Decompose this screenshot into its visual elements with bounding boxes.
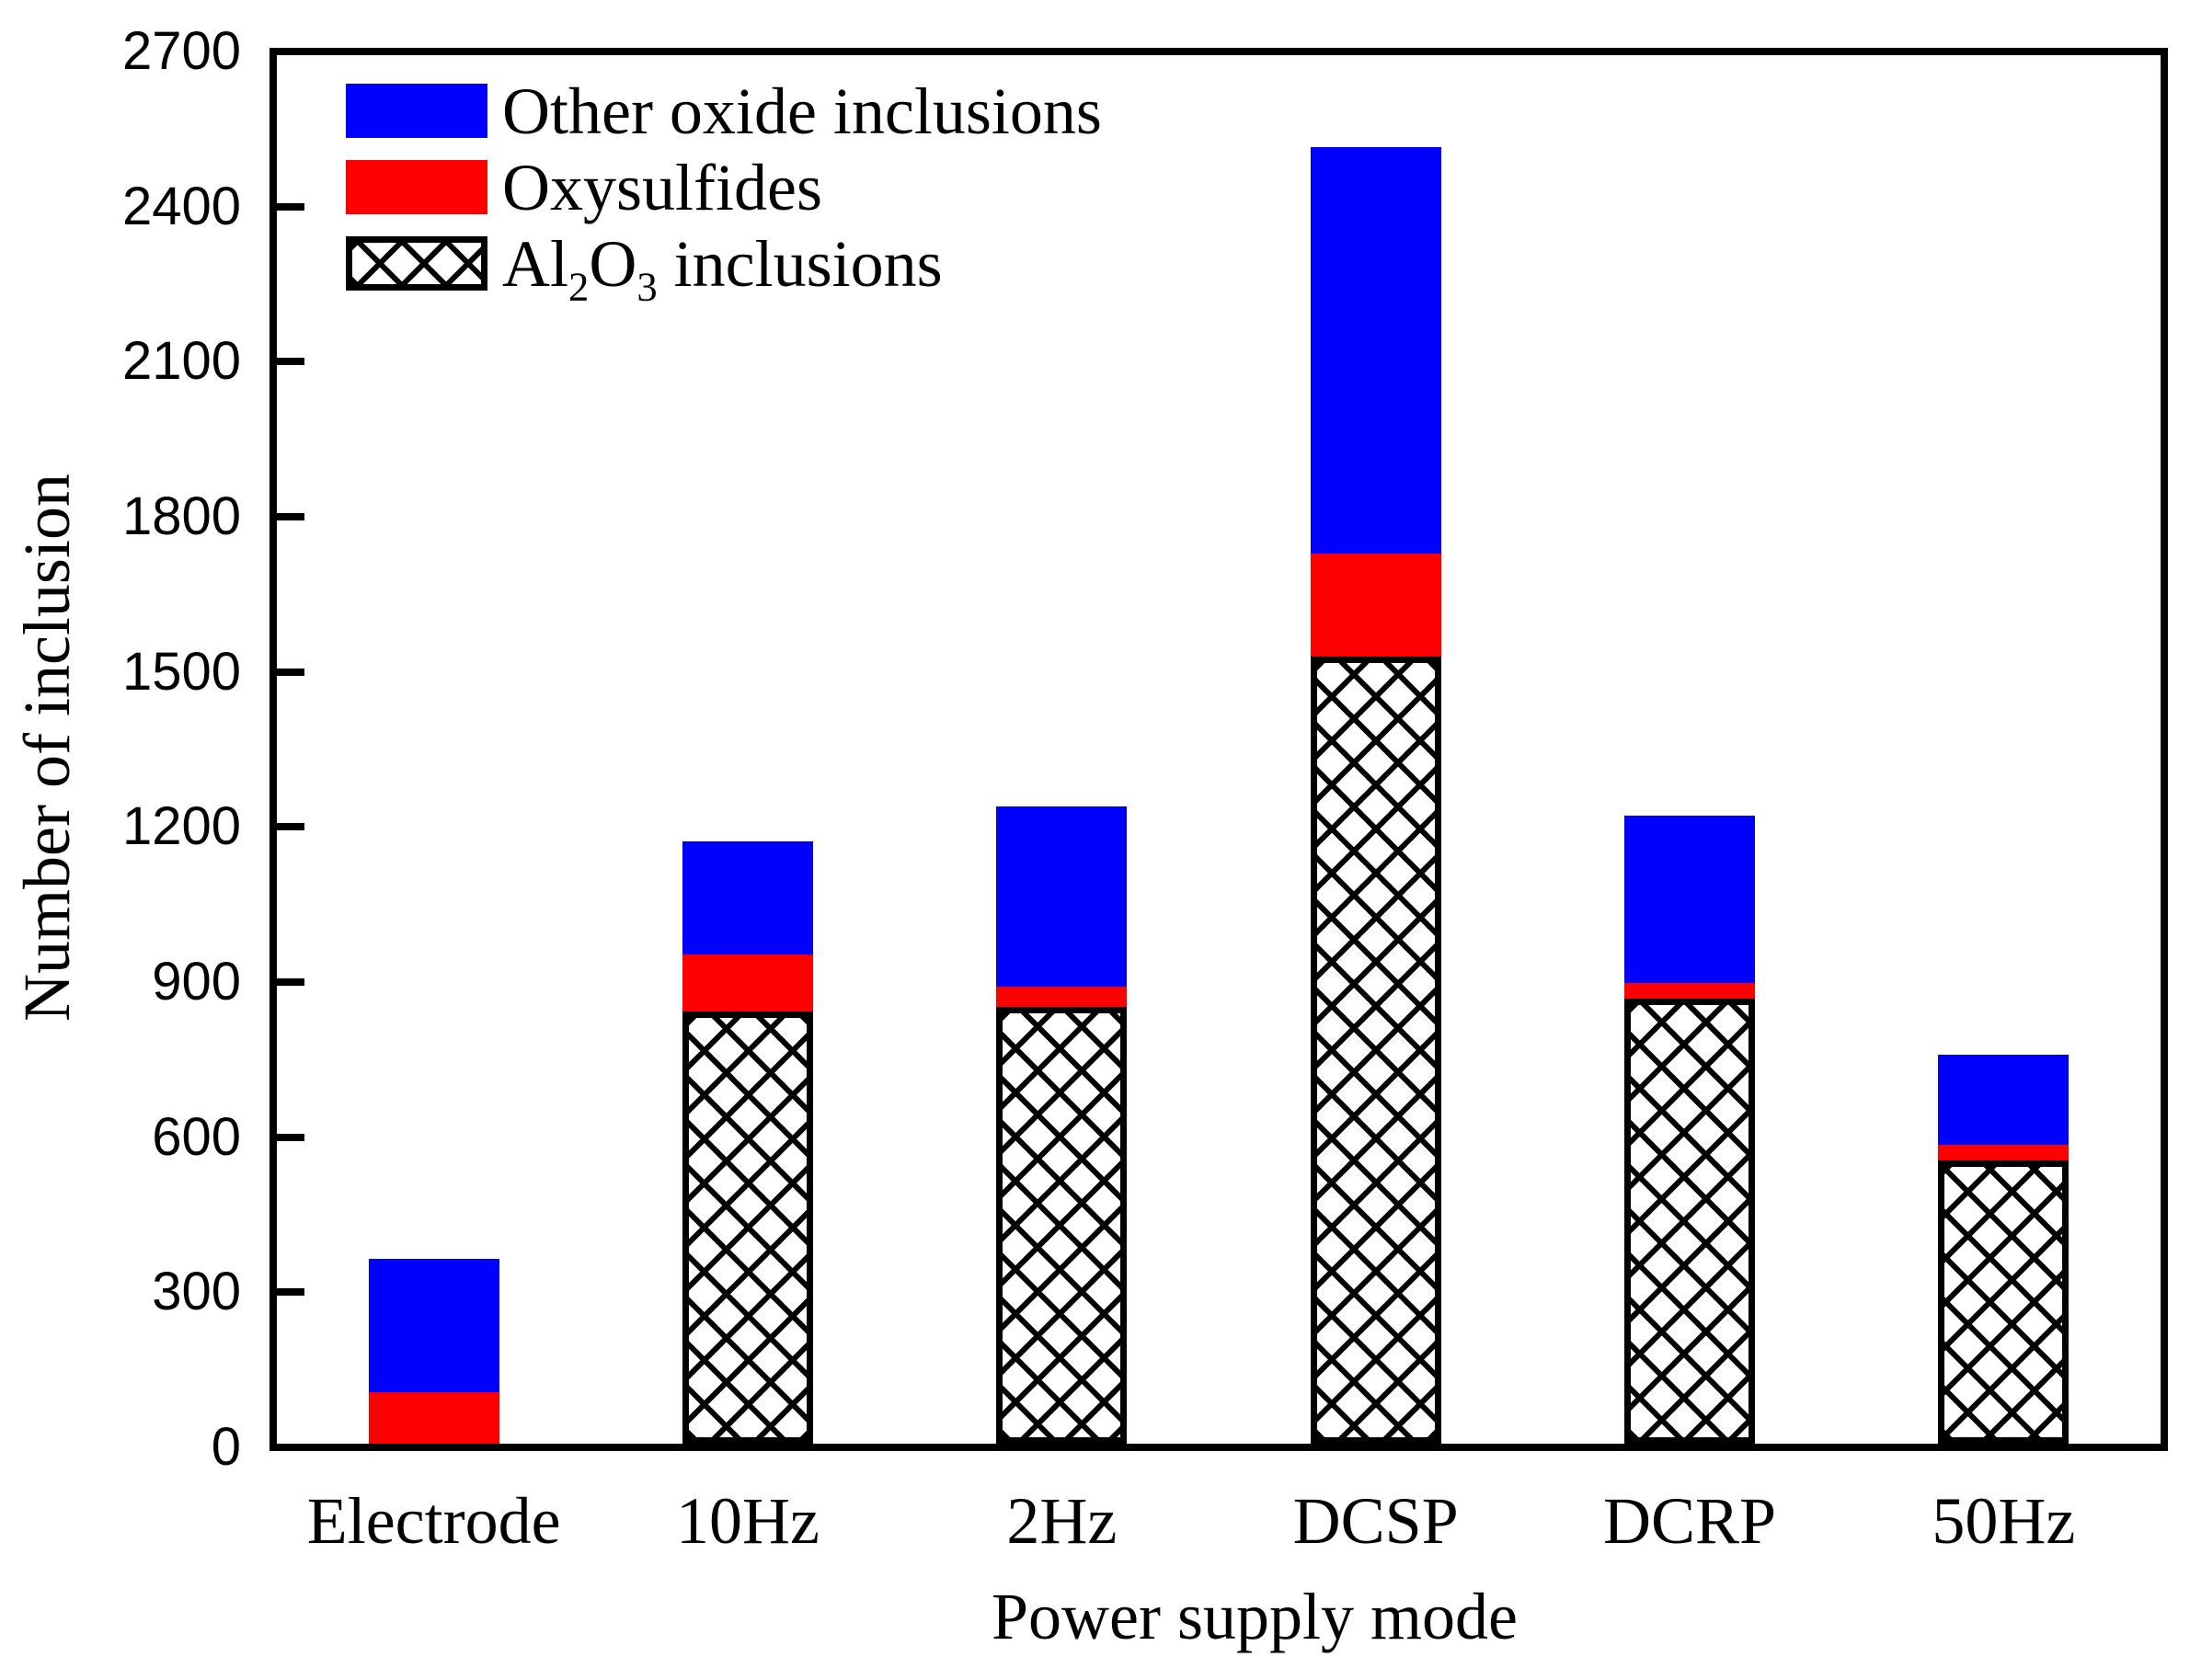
- plot-area: [269, 48, 2168, 1451]
- y-tick: [277, 1288, 304, 1297]
- x-axis-title: Power supply mode: [992, 1580, 1518, 1653]
- legend-label-text: O: [589, 226, 637, 301]
- y-tick-label: 600: [152, 1106, 241, 1167]
- x-category-label-10hz: 10Hz: [676, 1484, 820, 1558]
- y-tick-label: 0: [211, 1417, 241, 1477]
- x-category-label-50hz: 50Hz: [1932, 1484, 2076, 1558]
- bar-segment-oxysulfides: [996, 987, 1127, 1007]
- legend-swatch-al2o3-inclusions-icon: [346, 236, 487, 291]
- x-category-label-electrode: Electrode: [306, 1484, 561, 1558]
- legend-label-al2o3-inclusions: Al2O3 inclusions: [502, 226, 943, 307]
- legend-label-other-oxide-inclusions: Other oxide inclusions: [502, 76, 1102, 146]
- bar-segment-al2o3-inclusions: [996, 1007, 1127, 1444]
- legend-label-text: Oxysulfides: [502, 150, 822, 224]
- legend-swatch-oxysulfides-icon: [346, 160, 487, 214]
- bar-segment-al2o3-inclusions: [682, 1011, 813, 1444]
- y-tick: [277, 513, 304, 520]
- y-tick: [277, 668, 304, 676]
- y-axis-title: Number of inclusion: [10, 474, 84, 1022]
- legend-label-subscript: 3: [636, 262, 658, 309]
- y-tick-label: 2700: [121, 21, 241, 81]
- bar-segment-al2o3-inclusions: [1311, 657, 1441, 1444]
- y-tick-label: 2400: [121, 176, 241, 236]
- y-tick: [277, 823, 304, 831]
- bar-segment-al2o3-inclusions: [1624, 999, 1755, 1444]
- y-tick-label: 1500: [121, 641, 241, 702]
- legend-label-text: Al: [502, 226, 568, 301]
- legend-label-subscript: 2: [568, 262, 590, 309]
- y-tick-label: 300: [152, 1262, 241, 1322]
- bar-segment-other-oxide-inclusions: [682, 841, 813, 954]
- bar-segment-other-oxide-inclusions: [1311, 147, 1441, 554]
- bar-segment-al2o3-inclusions: [1938, 1160, 2069, 1444]
- y-tick: [277, 358, 304, 366]
- y-tick-label: 1200: [121, 796, 241, 857]
- y-tick-label: 1800: [121, 486, 241, 546]
- y-tick: [277, 1133, 304, 1141]
- bar-segment-other-oxide-inclusions: [1938, 1055, 2069, 1145]
- bar-segment-oxysulfides: [682, 954, 813, 1011]
- bar-segment-oxysulfides: [1938, 1145, 2069, 1160]
- bar-segment-other-oxide-inclusions: [369, 1259, 499, 1392]
- x-category-label-2hz: 2Hz: [1006, 1484, 1118, 1558]
- y-tick-label: 900: [152, 952, 241, 1011]
- legend-label-text: inclusions: [657, 226, 943, 301]
- x-category-label-dcsp: DCSP: [1292, 1484, 1459, 1558]
- bar-segment-oxysulfides: [1624, 983, 1755, 999]
- bar-segment-other-oxide-inclusions: [1624, 816, 1755, 983]
- y-tick: [277, 202, 304, 211]
- legend-label-oxysulfides: Oxysulfides: [502, 153, 822, 223]
- bar-segment-other-oxide-inclusions: [996, 806, 1127, 987]
- legend-swatch-other-oxide-inclusions-icon: [346, 84, 487, 138]
- y-tick: [277, 978, 304, 986]
- legend-label-text: Other oxide inclusions: [502, 74, 1102, 148]
- x-category-label-dcrp: DCRP: [1602, 1484, 1777, 1558]
- bar-segment-oxysulfides: [1311, 554, 1441, 657]
- y-tick-label: 2100: [121, 331, 241, 392]
- bar-segment-oxysulfides: [369, 1392, 499, 1444]
